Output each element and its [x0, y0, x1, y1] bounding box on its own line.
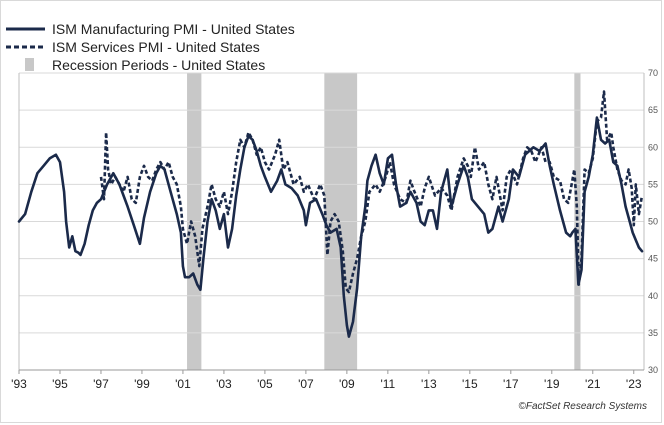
legend-label-recession: Recession Periods - United States	[52, 57, 265, 73]
x-tick-label: '99	[134, 377, 150, 391]
y-tick-label: 55	[648, 179, 658, 189]
legend-swatch-recession	[25, 58, 34, 71]
y-tick-label: 60	[648, 142, 658, 152]
x-tick-label: '19	[544, 377, 560, 391]
series-line-manufacturing	[17, 116, 644, 338]
x-tick-label: '01	[175, 377, 191, 391]
x-tick-label: '21	[585, 377, 601, 391]
legend-label-services: ISM Services PMI - United States	[52, 39, 260, 55]
x-tick-label: '05	[257, 377, 273, 391]
x-tick-label: '13	[421, 377, 437, 391]
y-axis-ticks: 30 35 40 45 50 55 60 65 70	[648, 68, 658, 375]
x-tick-label: '17	[503, 377, 519, 391]
y-tick-label: 50	[648, 217, 658, 227]
x-tick-label: '93	[11, 377, 27, 391]
y-tick-label: 35	[648, 328, 658, 338]
y-tick-label: 30	[648, 365, 658, 375]
y-tick-label: 65	[648, 105, 658, 115]
gridlines	[18, 72, 645, 371]
x-tick-label: '09	[339, 377, 355, 391]
x-tick-label: '11	[380, 377, 395, 391]
y-tick-label: 70	[648, 68, 658, 78]
y-tick-label: 45	[648, 254, 658, 264]
x-tick-label: '97	[93, 377, 109, 391]
source-credit: ©FactSet Research Systems	[518, 401, 647, 412]
x-tick-label: '95	[52, 377, 68, 391]
legend-label-manufacturing: ISM Manufacturing PMI - United States	[52, 21, 295, 37]
x-tick-label: '03	[216, 377, 232, 391]
series-lines	[17, 90, 644, 338]
x-axis-ticks: '93 '95 '97 '99 '01 '03 '05 '07 '09 '11 '13 '15 '17 '…	[11, 370, 642, 391]
series-line-services	[99, 90, 644, 294]
legend: ISM Manufacturing PMI - United States IS…	[6, 21, 295, 73]
x-tick-label: '23	[626, 377, 642, 391]
y-tick-label: 40	[648, 291, 658, 301]
x-tick-label: '15	[462, 377, 478, 391]
x-tick-label: '07	[298, 377, 314, 391]
